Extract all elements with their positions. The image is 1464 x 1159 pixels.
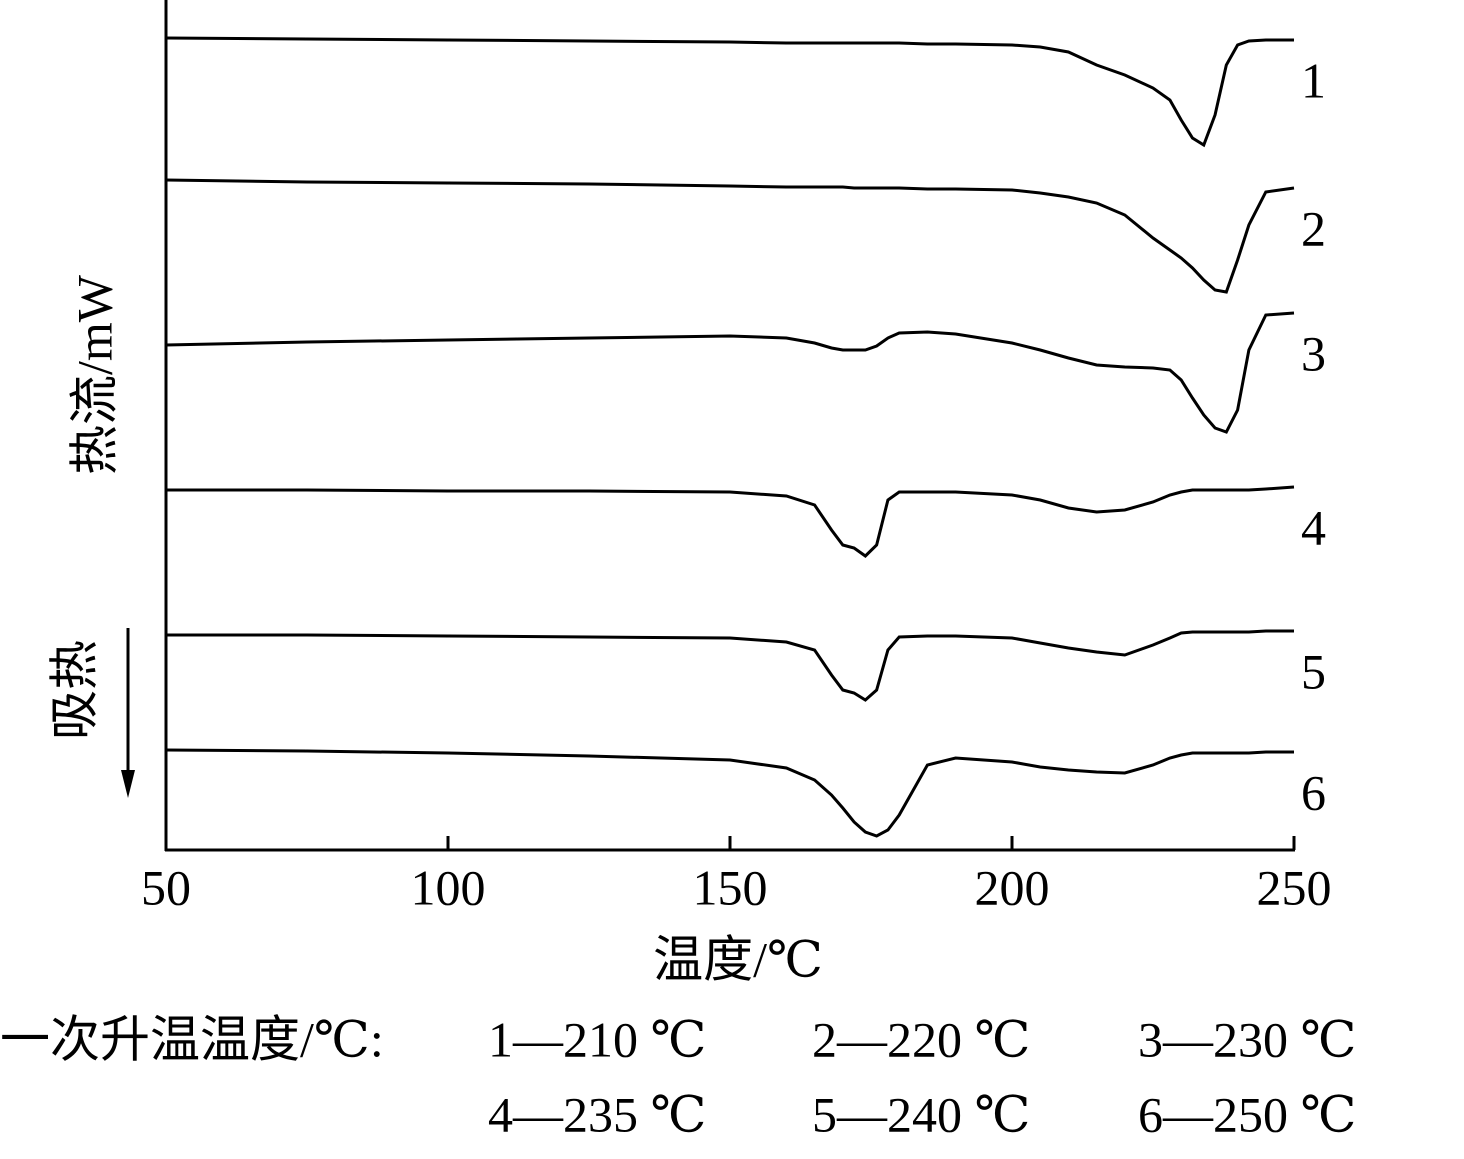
curve-label: 4 bbox=[1301, 499, 1326, 555]
curve-label: 5 bbox=[1301, 643, 1326, 699]
curve bbox=[165, 748, 1294, 838]
curve-label: 1 bbox=[1301, 52, 1326, 108]
legend-entry: 1—210 ℃ bbox=[488, 1011, 706, 1067]
curve-label: 2 bbox=[1301, 200, 1326, 256]
legend-entry: 6—250 ℃ bbox=[1138, 1086, 1356, 1142]
x-axis-title: 温度/℃ bbox=[653, 931, 823, 987]
curve-label: 6 bbox=[1301, 764, 1326, 820]
curve bbox=[166, 485, 1295, 558]
legend-title: 一次升温温度/℃: bbox=[0, 1011, 384, 1067]
legend-entry: 2—220 ℃ bbox=[812, 1011, 1030, 1067]
x-tick-label: 200 bbox=[975, 859, 1050, 915]
direction-label: 吸热 bbox=[46, 640, 102, 740]
legend-entry: 4—235 ℃ bbox=[488, 1086, 706, 1142]
x-tick-label: 150 bbox=[693, 859, 768, 915]
curve-label: 3 bbox=[1301, 325, 1326, 381]
y-axis-title: 热流/mW bbox=[66, 274, 122, 475]
legend-entry: 5—240 ℃ bbox=[812, 1086, 1030, 1142]
curve bbox=[165, 36, 1294, 148]
legend-entry: 3—230 ℃ bbox=[1138, 1011, 1356, 1067]
direction-arrowhead bbox=[121, 770, 135, 798]
curve bbox=[166, 629, 1294, 702]
x-tick-label: 250 bbox=[1257, 859, 1332, 915]
curve bbox=[165, 311, 1295, 434]
x-tick-label: 50 bbox=[141, 859, 191, 915]
curve bbox=[165, 178, 1295, 294]
x-tick-label: 100 bbox=[411, 859, 486, 915]
